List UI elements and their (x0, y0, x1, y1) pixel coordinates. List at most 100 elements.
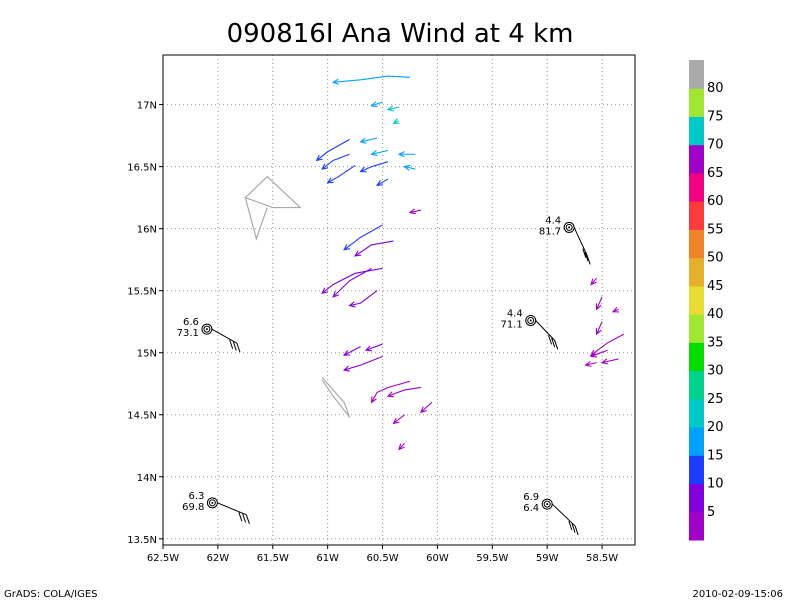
station-circle-inner (543, 500, 551, 508)
footer-right: 2010-02-09-15:06 (692, 589, 783, 600)
wind-vector (387, 386, 422, 397)
y-tick-label: 17N (137, 101, 157, 112)
wind-arrowhead (595, 303, 602, 311)
wind-arrowhead (589, 351, 598, 358)
footer-left: GrADS: COLA/IGES (4, 589, 98, 600)
wind-barb (554, 340, 559, 350)
wind-arrowhead (331, 78, 339, 85)
wind-vector (596, 296, 603, 310)
wind-arrowhead (600, 358, 609, 365)
wind-vector (393, 414, 405, 424)
colorbar-label: 35 (707, 335, 724, 350)
wind-arrowhead (342, 365, 351, 372)
colorbar-label: 5 (707, 505, 715, 520)
wind-vector (387, 106, 400, 111)
x-tick-label: 61.5W (257, 553, 289, 564)
station-model: 6.96.4 (523, 492, 579, 536)
obs-lower-value: 73.1 (177, 328, 199, 339)
colorbar-label: 65 (707, 166, 724, 181)
x-tick-label: 59W (536, 553, 559, 564)
colorbar-segment (689, 201, 704, 230)
wind-arrowhead (392, 417, 400, 425)
station-dot (211, 501, 214, 504)
wind-vectors (315, 75, 625, 451)
wind-barb (551, 337, 556, 348)
wind-vector (585, 362, 597, 366)
wind-barb (574, 525, 579, 536)
colorbar-label: 10 (707, 477, 724, 492)
wind-vector (376, 178, 389, 186)
wind-vector (404, 166, 416, 170)
wind-arrowhead (315, 154, 323, 162)
station-dot (205, 328, 208, 331)
colorbar-segment (689, 144, 704, 174)
x-tick-label: 60.5W (366, 553, 398, 564)
wind-arrowhead (408, 208, 416, 215)
wind-barb (242, 513, 247, 523)
wind-arrowhead (343, 244, 351, 251)
wind-arrowhead (403, 164, 411, 171)
obs-lower-value: 81.7 (539, 226, 561, 237)
wind-arrowhead (348, 301, 356, 308)
station-dot (529, 319, 532, 322)
wind-vector (360, 161, 389, 173)
wind-barb-staff (217, 502, 247, 516)
island-outlines (244, 175, 351, 418)
island-outline (244, 175, 302, 241)
station-model: 4.481.7 (539, 215, 591, 265)
wind-vector (349, 290, 378, 307)
x-axis: 62.5W 62W 61.5W 61W 60.5W 60W 59.5W 59W 58.5W (147, 545, 618, 564)
wind-barb (584, 251, 589, 262)
wind-arrowhead (420, 406, 427, 414)
wind-vector (321, 267, 383, 294)
wind-arrowhead (392, 118, 400, 124)
wind-arrowhead (386, 391, 395, 398)
wind-arrowhead (359, 166, 367, 173)
wind-vector (354, 240, 394, 257)
wind-barb (582, 248, 587, 258)
obs-upper-value: 4.4 (545, 215, 561, 226)
wind-arrowhead (397, 151, 405, 158)
wind-vector (371, 380, 411, 403)
wind-arrowhead (611, 306, 620, 313)
colorbar-label: 50 (707, 251, 724, 266)
colorbar-label: 40 (707, 307, 724, 322)
y-tick-label: 16.5N (127, 163, 157, 174)
wind-arrowhead (354, 250, 362, 257)
wind-barb-staff (551, 503, 576, 527)
wind-barb-staff (573, 227, 588, 256)
wind-vector (590, 333, 625, 356)
obs-lower-value: 6.4 (523, 503, 539, 514)
wind-vector (398, 442, 405, 450)
wind-vector (420, 401, 433, 413)
x-tick-label: 62.5W (147, 553, 179, 564)
wind-vector (371, 101, 383, 107)
island-outline (321, 377, 351, 418)
y-tick-label: 14N (137, 473, 157, 484)
wind-arrowhead (326, 177, 334, 184)
wind-vector (590, 349, 608, 357)
x-tick-label: 60W (426, 553, 449, 564)
colorbar-segment (689, 342, 704, 372)
plot-frame (162, 54, 636, 546)
colorbar-label: 70 (707, 138, 724, 153)
colorbar-label: 30 (707, 364, 724, 379)
colorbar-segment (689, 60, 704, 89)
wind-arrowhead (584, 360, 592, 368)
x-tick-label: 61W (316, 553, 339, 564)
colorbar-segment (689, 88, 704, 117)
colorbar-segment (689, 116, 704, 146)
wind-arrowhead (595, 328, 602, 336)
x-tick-label: 58.5W (586, 553, 618, 564)
wind-vector (343, 224, 383, 251)
colorbar-segment (689, 398, 704, 428)
obs-upper-value: 6.6 (183, 317, 199, 328)
y-axis: 13.5N 14N 14.5N 15N 15.5N 16N 16.5N 17N (127, 101, 163, 546)
obs-lower-value: 71.1 (500, 319, 522, 330)
colorbar-segment (689, 229, 704, 259)
colorbar-segment (689, 455, 704, 485)
wind-barb (571, 523, 576, 533)
station-dot (546, 503, 549, 506)
wind-vector (365, 343, 383, 351)
